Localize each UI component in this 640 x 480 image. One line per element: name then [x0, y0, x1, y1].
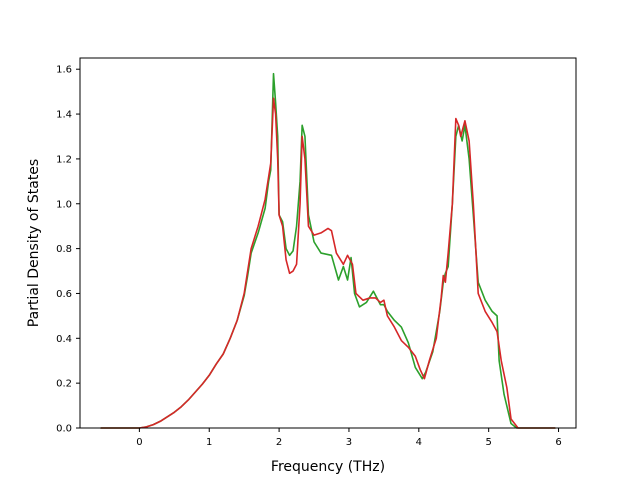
x-axis-ticks: 0 1 2 3 4 5 6 [136, 428, 562, 448]
y-tick-label: 0.6 [56, 289, 72, 300]
series-line-1 [100, 72, 556, 429]
x-tick-label: 2 [276, 437, 282, 448]
y-tick-label: 0.4 [56, 334, 72, 345]
series-line-2 [100, 97, 556, 429]
plot-frame [79, 57, 577, 429]
x-axis-label: Frequency (THz) [271, 459, 385, 475]
y-tick-label: 1.2 [56, 154, 72, 165]
y-tick-label: 1.6 [56, 65, 72, 76]
y-tick-label: 1.4 [56, 110, 72, 121]
y-tick-label: 0.0 [56, 424, 72, 435]
y-axis-label: Partial Density of States [26, 159, 42, 327]
x-tick-label: 0 [136, 437, 142, 448]
y-tick-label: 0.8 [56, 244, 72, 255]
series-layer [100, 72, 556, 429]
y-tick-label: 0.2 [56, 379, 72, 390]
x-tick-label: 4 [416, 437, 422, 448]
x-tick-label: 5 [485, 437, 491, 448]
x-tick-label: 1 [206, 437, 212, 448]
x-tick-label: 6 [555, 437, 561, 448]
x-tick-label: 3 [346, 437, 352, 448]
y-axis-ticks: 0.0 0.2 0.4 0.6 0.8 1.0 1.2 1.4 1.6 [56, 65, 80, 435]
y-tick-label: 1.0 [56, 199, 72, 210]
